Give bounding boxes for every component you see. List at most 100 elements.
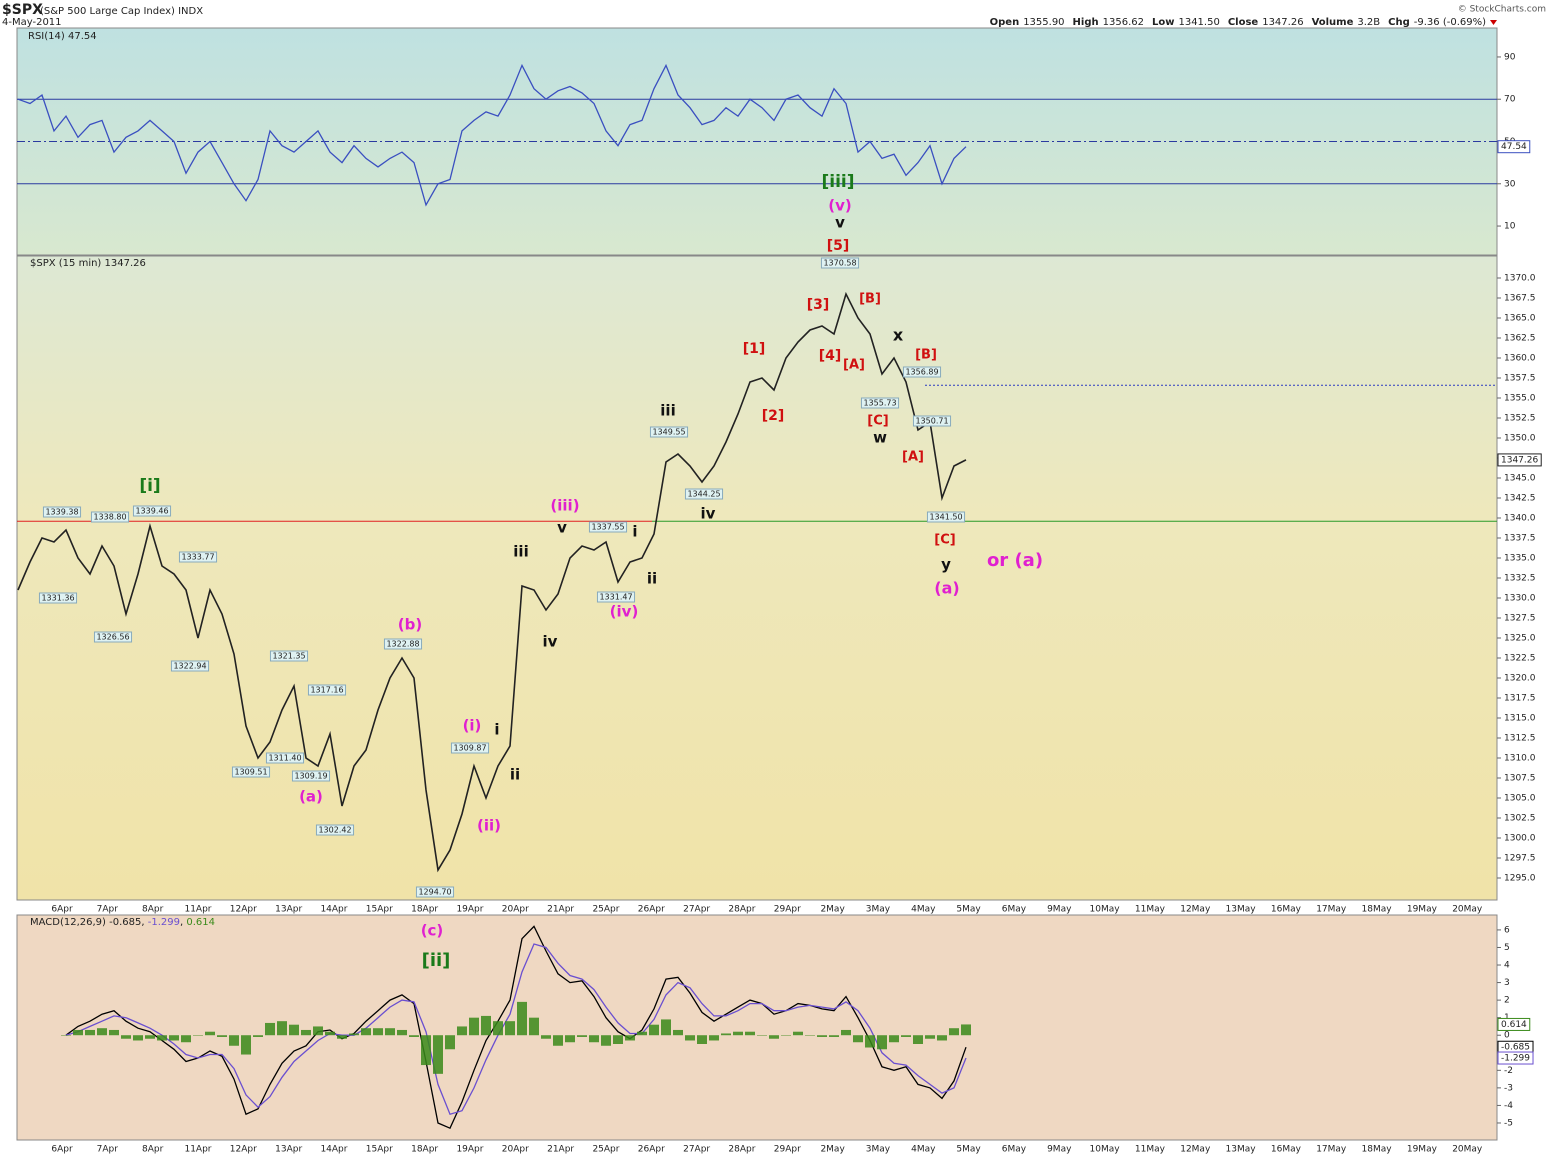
x-tick-label: 2May [820,1145,845,1155]
value-tag-box [1497,1017,1531,1031]
histogram-bar [229,1035,239,1046]
price-label: 1338.80 [93,513,126,522]
price-panel [16,255,1498,901]
wave-label: iv [543,633,558,651]
symbol: $SPX [2,2,43,18]
y-tick-label: 1350.0 [1504,434,1536,444]
price-label-box [42,506,82,518]
price-label-box [269,650,309,662]
histogram-bar [913,1035,923,1044]
x-tick-label: 7Apr [97,905,119,915]
histogram-bar [745,1031,755,1036]
histogram-bar [337,1035,347,1039]
price-label: 1317.16 [310,686,343,695]
price-label: 1321.35 [272,652,305,661]
histogram-bar [97,1028,107,1036]
y-tick-label: 1312.5 [1504,734,1536,744]
histogram-bar [133,1035,143,1041]
x-tick-label: 4May [911,905,936,915]
legend-part: -0.685 [109,917,141,928]
price-label-box [415,886,455,898]
price-label: 1309.19 [294,772,327,781]
series-line [65,925,967,1130]
histogram-bar [781,1035,791,1036]
wave-label: [4] [819,348,842,364]
x-tick-label: 10May [1090,1145,1121,1155]
x-tick-label: 11Apr [184,905,211,915]
y-tick-label: 1365.0 [1504,314,1536,324]
histogram-bar [517,1001,527,1036]
histogram-bar [817,1035,827,1037]
legend-part: 1347.26 [105,258,146,269]
value-tag: 0.614 [1501,1020,1527,1030]
y-tick-label: 1367.5 [1504,294,1536,304]
x-tick-label: 11Apr [184,1145,211,1155]
y-tick-label: 1302.5 [1504,814,1536,824]
rsi-legend: RSI(14) 47.54 [28,31,97,42]
x-tick-label: 26Apr [638,905,665,915]
histogram-bar [649,1024,659,1036]
price-label-box [902,366,942,378]
y-tick-label: 1310.0 [1504,754,1536,764]
stat-value: 1341.50 [1178,17,1219,28]
x-tick-label: 13May [1226,905,1257,915]
x-tick-label: 5May [956,905,981,915]
y-tick-label: 1330.0 [1504,594,1536,604]
y-tick-label: 10 [1504,222,1516,232]
y-tick-label: 1370.0 [1504,274,1536,284]
price-label: 1355.73 [863,399,896,408]
histogram-bar [853,1035,863,1043]
histogram-bar [625,1035,635,1041]
y-tick-label: 70 [1504,95,1516,105]
series-line [17,63,967,207]
wave-label: (v) [828,197,852,215]
x-tick-label: 4May [911,1145,936,1155]
x-tick-label: 18May [1362,1145,1393,1155]
histogram-bar [565,1035,575,1043]
histogram-bar [121,1035,131,1039]
histogram-bar [709,1035,719,1041]
price-label-box [926,511,966,523]
y-tick-label: 1325.0 [1504,634,1536,644]
histogram-bar [301,1029,311,1036]
histogram-bar [313,1026,323,1036]
x-tick-label: 13Apr [275,905,302,915]
histogram-bar [277,1021,287,1036]
histogram-bar [637,1031,647,1036]
wave-label: [A] [843,358,865,373]
price-label: 1309.87 [453,744,486,753]
x-tick-label: 13May [1226,1145,1257,1155]
x-tick-label: 29Apr [774,1145,801,1155]
x-tick-label: 25Apr [592,1145,619,1155]
histogram-bar [217,1035,227,1037]
price-label: 1344.25 [687,490,720,499]
price-label: 1349.55 [652,428,685,437]
price-legend: $SPX (15 min) 1347.26 [30,258,146,269]
series-line [65,943,967,1115]
x-tick-label: 21Apr [547,1145,574,1155]
x-tick-label: 27Apr [683,905,710,915]
stat-value: 3.2B [1357,17,1380,28]
wave-label: [i] [139,476,160,496]
x-tick-label: 21Apr [547,905,574,915]
x-tick-label: 9May [1047,905,1072,915]
x-tick-label: 7Apr [97,1145,119,1155]
y-tick-label: 1317.5 [1504,694,1536,704]
wave-label: y [941,556,951,574]
wave-label: [2] [762,408,785,424]
price-label: 1339.46 [135,507,168,516]
y-tick-label: 1360.0 [1504,354,1536,364]
price-label-box [588,521,628,533]
series-line [17,291,967,873]
legend-part: 47.54 [68,31,97,42]
x-tick-label: 25Apr [592,905,619,915]
wave-label: [1] [743,341,766,357]
price-label: 1294.70 [418,888,451,897]
wave-label: ii [647,570,657,588]
x-tick-label: 8Apr [142,1145,164,1155]
histogram-bar [241,1035,251,1055]
price-label-box [132,505,172,517]
y-tick-label: 1335.0 [1504,554,1536,564]
wave-label: (i) [463,717,482,735]
